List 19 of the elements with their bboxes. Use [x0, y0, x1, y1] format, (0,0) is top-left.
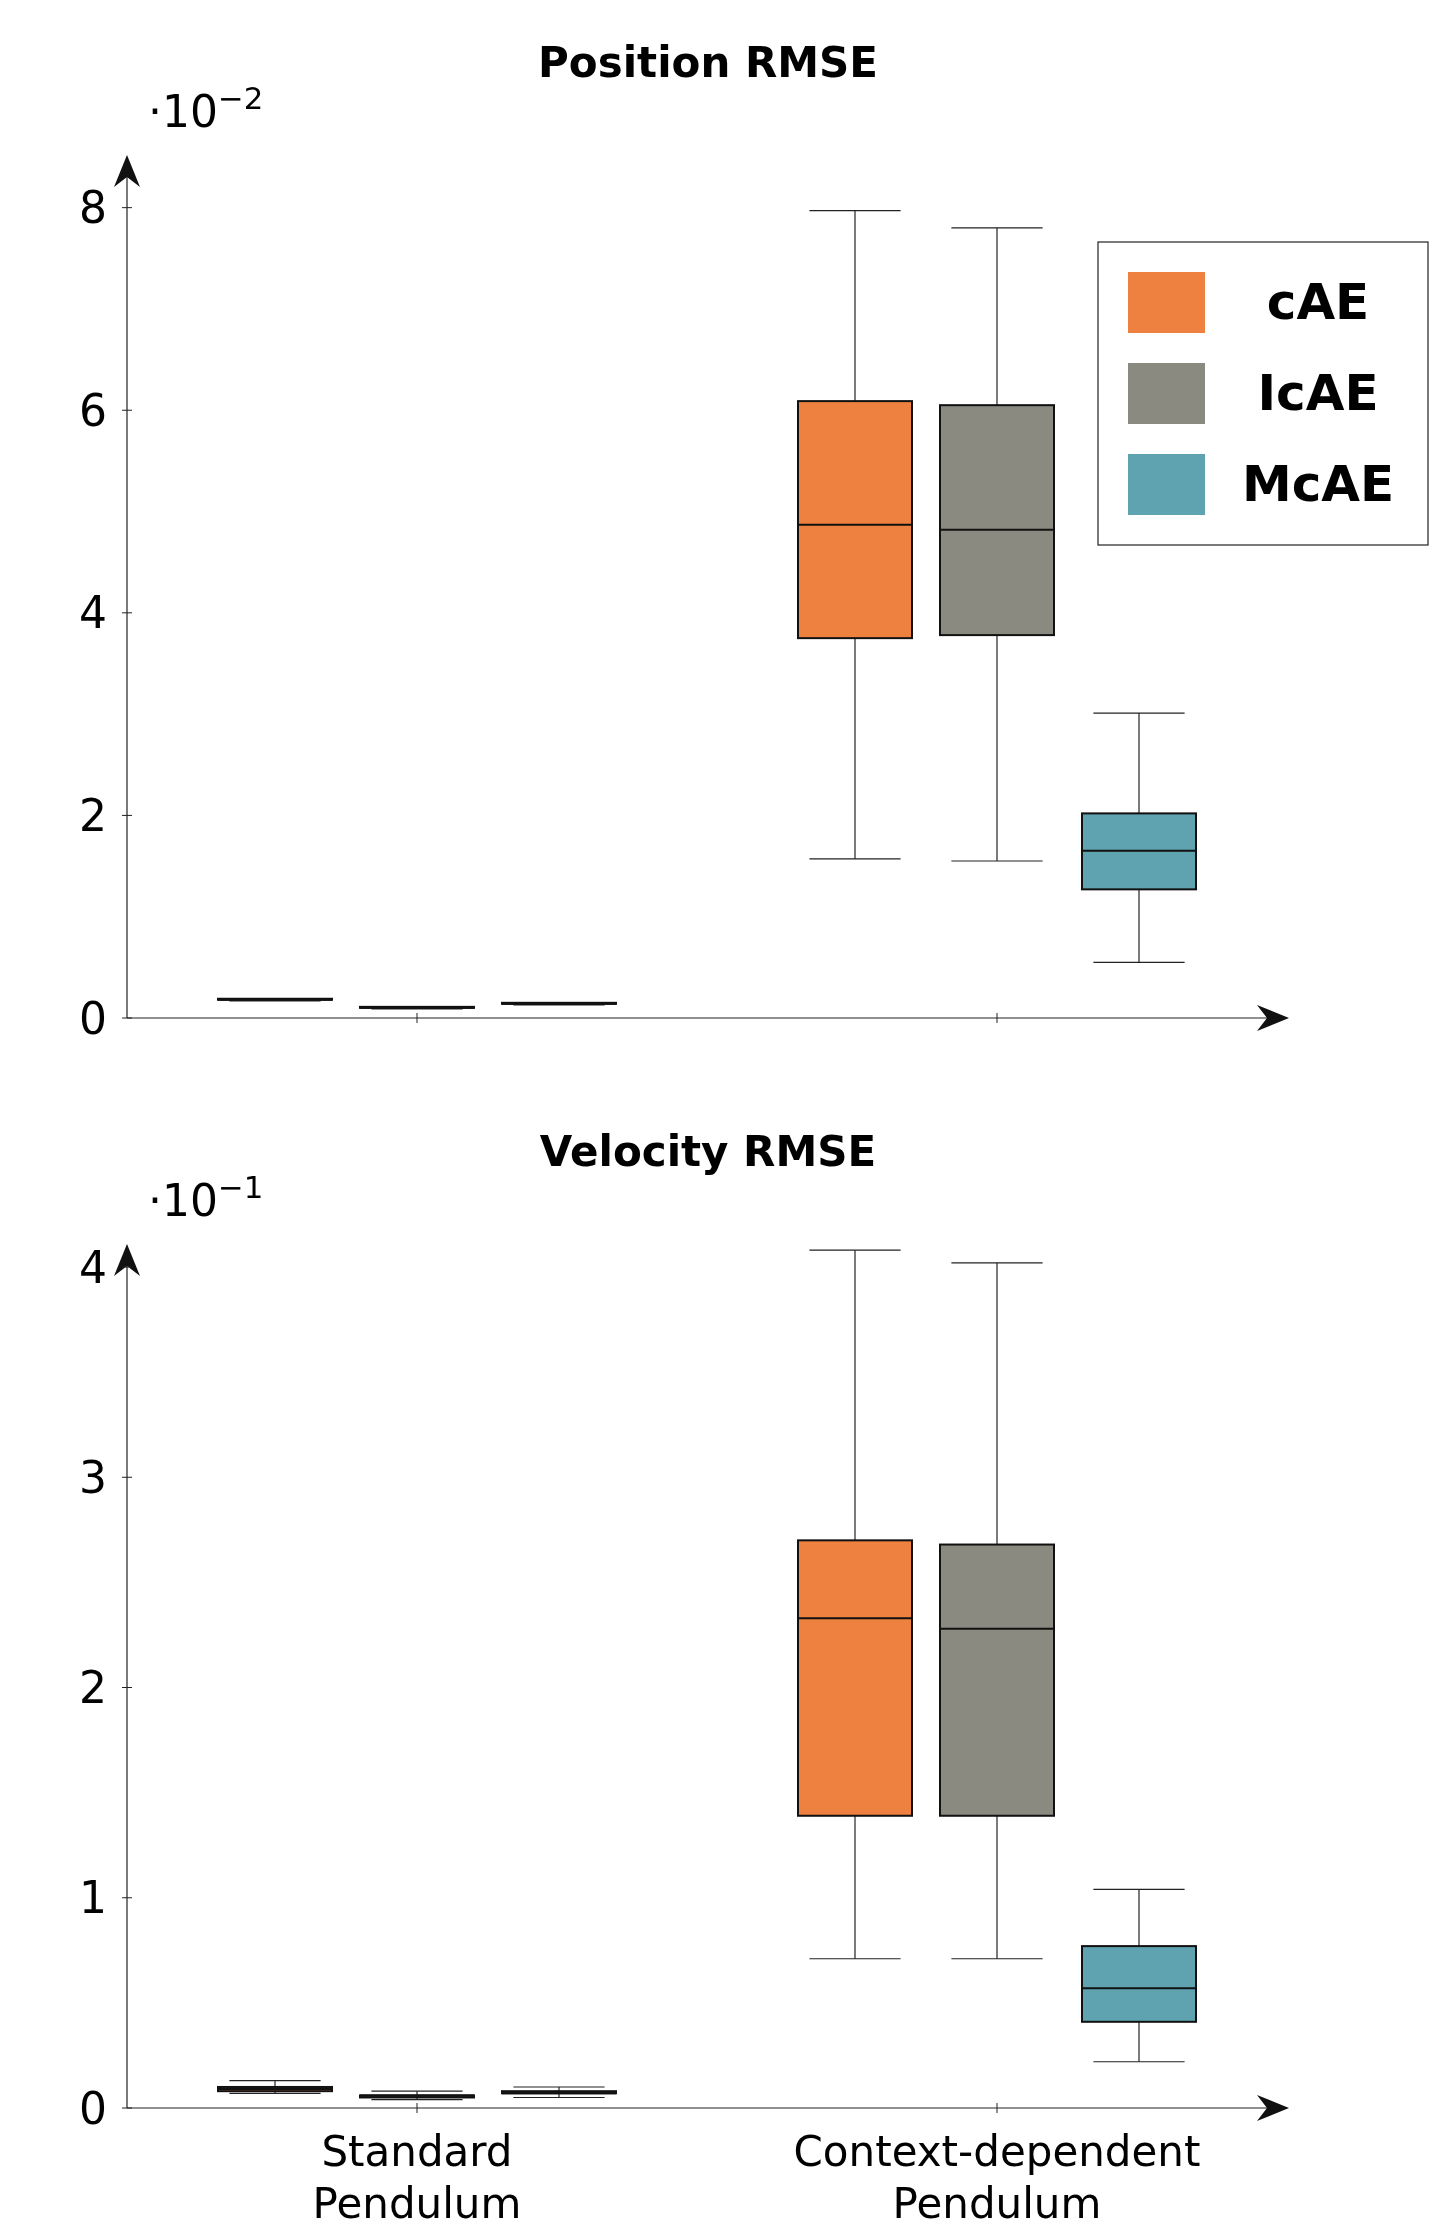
chart-title: Position RMSE	[538, 38, 878, 87]
x-tick-label: Standard Pendulum	[312, 2127, 522, 2227]
text: ·10$^{−1}$	[148, 1169, 264, 1226]
y-tick-label: 2	[79, 789, 107, 841]
x-tick-label: Context-dependent Pendulum	[793, 2127, 1201, 2227]
y-tick-label: 6	[79, 384, 107, 436]
y-tick-label: 3	[79, 1451, 107, 1503]
y-tick-label: 2	[79, 1662, 107, 1714]
chart-title: Velocity RMSE	[539, 1127, 877, 1176]
text: ·10$^{−2}$	[148, 80, 264, 137]
y-tick-label: 8	[79, 182, 107, 234]
y-tick-label: 0	[79, 2082, 107, 2134]
y-tick-label: 1	[79, 1872, 107, 1924]
legend-label: McAE	[1241, 455, 1395, 513]
y-tick-label: 4	[79, 1241, 107, 1293]
legend-label: cAE	[1266, 273, 1370, 331]
y-tick-label: 4	[79, 587, 107, 639]
y-tick-label: 0	[79, 992, 107, 1044]
legend-label: IcAE	[1257, 364, 1379, 422]
